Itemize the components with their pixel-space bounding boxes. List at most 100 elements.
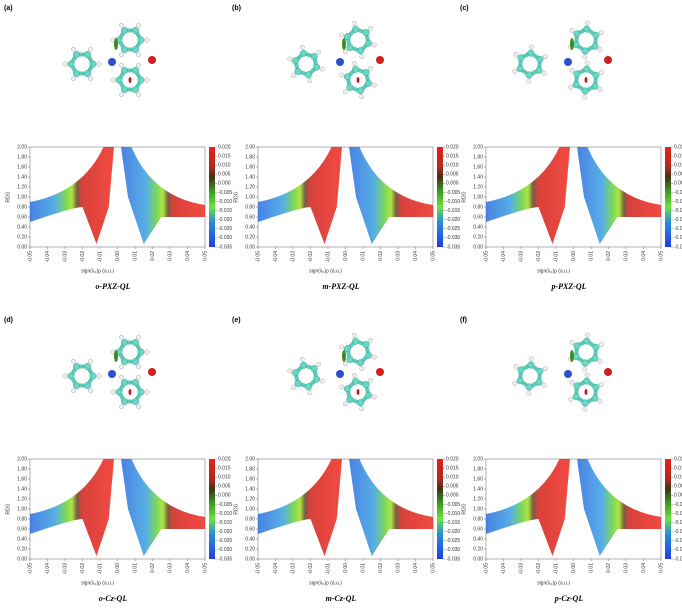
y-tick-label: 1.20 (245, 184, 255, 190)
atom (356, 399, 364, 407)
atom (591, 42, 599, 50)
x-axis-label: sign(λ₂)ρ (a.u.) (81, 268, 114, 274)
hydrogen (359, 406, 365, 412)
x-axis-label: sign(λ₂)ρ (a.u.) (537, 580, 570, 586)
hydrogen (371, 82, 377, 88)
x-tick-label: -0.02 (308, 251, 314, 263)
isosurface (114, 38, 118, 50)
y-tick-label: 0.00 (473, 556, 483, 562)
colorbar-tick-label: -0.020 (218, 217, 232, 223)
y-tick-label: 1.60 (473, 164, 483, 170)
hydrogen (582, 94, 588, 100)
x-axis-label: sign(λ₂)ρ (a.u.) (309, 268, 342, 274)
x-tick-label: 0.02 (378, 563, 384, 573)
scatter-cloud (577, 147, 661, 244)
x-tick-label: -0.03 (290, 563, 296, 575)
atom (525, 383, 533, 391)
colorbar-tick-label: -0.030 (446, 547, 460, 553)
hydrogen (598, 30, 604, 36)
atom (344, 33, 351, 41)
x-tick-label: -0.02 (80, 251, 86, 263)
y-tick-label: 2.00 (473, 456, 483, 462)
atom (362, 341, 370, 348)
colorbar-tick-label: 0.020 (446, 144, 459, 150)
atom (115, 76, 123, 84)
x-tick-label: -0.02 (536, 563, 542, 575)
hydrogen (339, 72, 345, 78)
x-tick-label: 0.00 (571, 251, 577, 261)
x-tick-label: 0.02 (150, 563, 156, 573)
colorbar-tick-label: -0.030 (674, 235, 682, 241)
y-tick-label: 1.60 (245, 164, 255, 170)
hydrogen (319, 378, 325, 384)
x-tick-label: -0.04 (273, 251, 279, 263)
y-tick-label: 1.60 (17, 164, 27, 170)
atom (132, 46, 139, 53)
y-axis-label: RDG (233, 191, 239, 202)
isosurface (342, 350, 346, 362)
atom (346, 84, 354, 91)
colorbar-tick-label: 0.015 (674, 153, 682, 159)
x-tick-label: 0.05 (658, 251, 664, 261)
colorbar-tick-label: 0.005 (674, 484, 682, 490)
colorbar-tick-label: 0.020 (446, 456, 459, 462)
x-tick-label: 0.04 (641, 563, 647, 573)
atom (344, 385, 351, 393)
x-tick-label: 0.03 (395, 251, 401, 261)
hydrogen (119, 334, 124, 340)
hydrogen (62, 373, 68, 379)
atom (352, 25, 360, 33)
y-tick-label: 1.00 (473, 194, 483, 200)
y-tick-label: 0.80 (473, 516, 483, 522)
y-tick-label: 0.40 (17, 536, 27, 542)
hydrogen (359, 94, 365, 100)
y-tick-label: 0.80 (17, 204, 27, 210)
x-tick-label: -0.03 (518, 251, 524, 263)
x-tick-label: 0.01 (588, 563, 594, 573)
y-tick-label: 1.20 (17, 496, 27, 502)
atom (89, 60, 97, 68)
y-tick-label: 0.00 (245, 556, 255, 562)
scatter-cloud (486, 147, 570, 244)
atom (137, 348, 145, 356)
y-axis-label: RDG (461, 191, 467, 202)
hydrogen (88, 358, 93, 364)
hydrogen (88, 388, 93, 394)
atom (536, 367, 544, 375)
nitrogen (336, 58, 344, 66)
colorbar-tick-label: -0.030 (218, 235, 232, 241)
colorbar-tick-label: 0.015 (218, 465, 231, 471)
isosurface (584, 389, 588, 395)
colorbar-tick-label: -0.035 (674, 556, 682, 562)
x-tick-label: 0.03 (623, 251, 629, 261)
y-tick-label: 1.40 (17, 174, 27, 180)
colorbar (437, 459, 443, 559)
oxygen (376, 368, 384, 376)
hydrogen (582, 406, 588, 412)
x-tick-label: -0.02 (80, 563, 86, 575)
atom (300, 49, 308, 57)
colorbar-tick-label: -0.015 (674, 520, 682, 526)
hydrogen (71, 76, 76, 82)
y-tick-label: 0.60 (245, 214, 255, 220)
y-tick-label: 0.40 (245, 224, 255, 230)
colorbar-tick-label: 0.000 (674, 181, 682, 187)
x-tick-label: 0.02 (378, 251, 384, 261)
hydrogen (339, 384, 345, 390)
atom (67, 372, 75, 380)
atom (292, 57, 299, 65)
atom (294, 68, 302, 75)
caption: m-Cz-QL (326, 594, 357, 603)
hydrogen (119, 52, 124, 58)
caption: m-PXZ-QL (322, 282, 359, 291)
y-tick-label: 0.60 (473, 214, 483, 220)
colorbar-tick-label: 0.010 (674, 475, 682, 481)
colorbar-tick-label: -0.005 (674, 502, 682, 508)
hydrogen (144, 349, 150, 355)
y-tick-label: 1.00 (17, 194, 27, 200)
y-axis-label: RDG (233, 503, 239, 514)
colorbar-tick-label: 0.000 (446, 493, 459, 499)
hydrogen (371, 354, 377, 360)
isosurface (114, 350, 118, 362)
